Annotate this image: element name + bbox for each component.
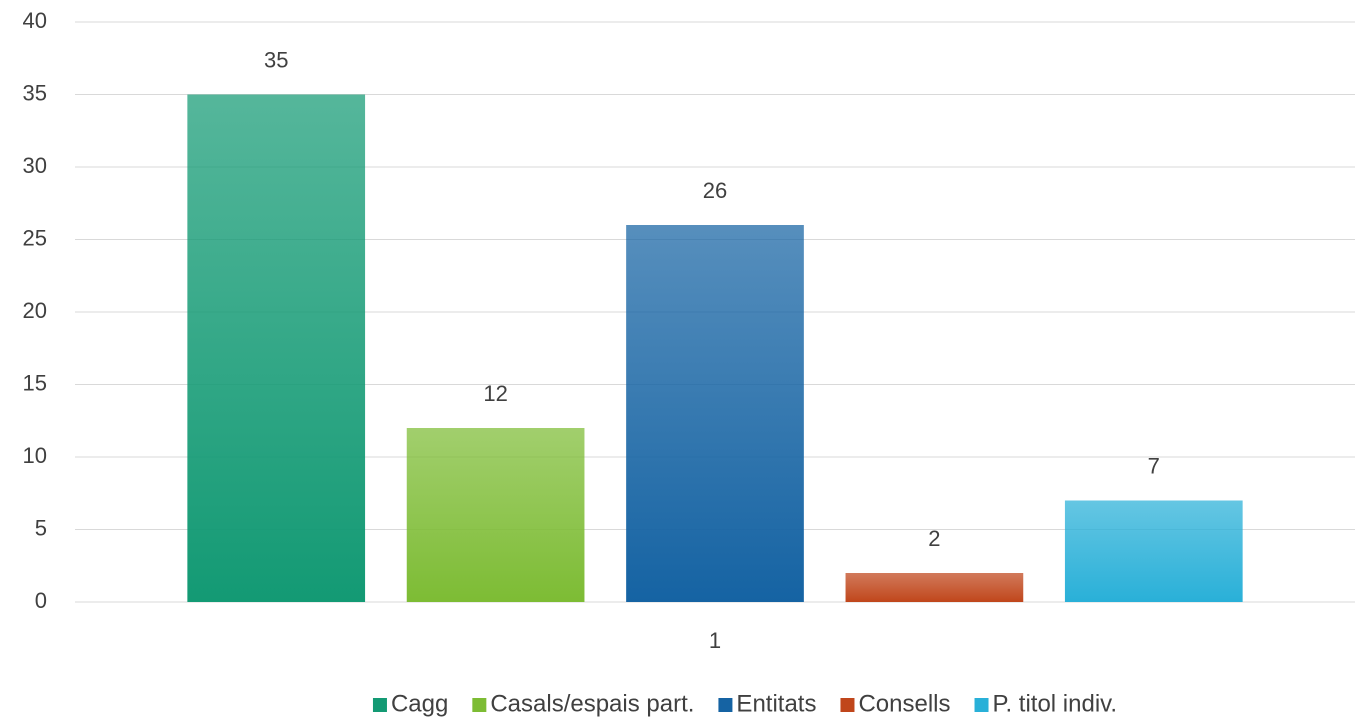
y-tick-label: 20 <box>23 298 47 323</box>
y-tick-label: 25 <box>23 225 47 250</box>
legend-swatch <box>840 698 855 712</box>
x-tick-label: 1 <box>709 628 721 653</box>
legend-item: Entitats <box>718 690 816 717</box>
y-tick-label: 35 <box>23 80 47 105</box>
y-tick-label: 15 <box>23 370 47 395</box>
legend-swatch <box>472 698 487 712</box>
legend-label: P. titol indiv. <box>993 690 1118 717</box>
bar <box>1064 500 1243 602</box>
bar <box>406 428 585 602</box>
bar <box>845 573 1024 602</box>
legend-label: Cagg <box>391 690 448 717</box>
data-label: 35 <box>264 47 288 72</box>
data-label: 26 <box>703 178 727 203</box>
legend-item: P. titol indiv. <box>974 690 1118 717</box>
legend-swatch <box>974 698 989 712</box>
legend-swatch <box>372 698 387 712</box>
y-tick-label: 30 <box>23 153 47 178</box>
data-label: 7 <box>1148 453 1160 478</box>
bar <box>187 94 366 602</box>
data-label: 12 <box>483 381 507 406</box>
y-tick-label: 0 <box>35 588 47 613</box>
legend-item: Cagg <box>372 690 448 717</box>
bar <box>626 225 804 602</box>
y-tick-label: 40 <box>23 8 47 33</box>
y-tick-label: 10 <box>23 443 47 468</box>
legend-label: Entitats <box>736 690 816 717</box>
legend-label: Consells <box>858 690 950 717</box>
legend-swatch <box>718 698 733 712</box>
data-label: 2 <box>928 526 940 551</box>
legend-item: Consells <box>840 690 951 717</box>
legend-item: Casals/espais part. <box>472 690 694 717</box>
y-tick-label: 5 <box>35 515 47 540</box>
legend-label: Casals/espais part. <box>490 690 694 717</box>
